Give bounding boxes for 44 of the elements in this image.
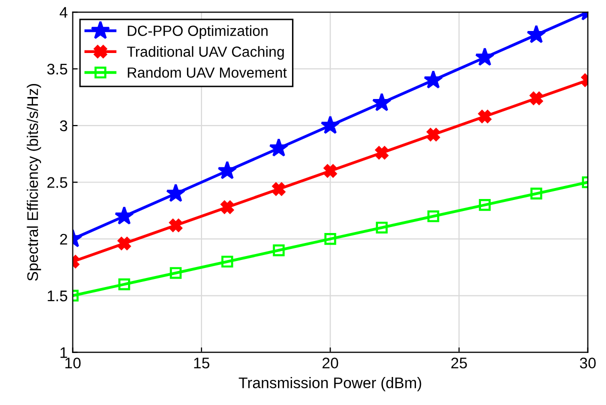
point xyxy=(478,110,492,124)
point xyxy=(114,206,134,225)
point xyxy=(220,200,234,214)
x-tick-label: 15 xyxy=(194,358,210,368)
point xyxy=(426,128,440,142)
y-tick-label: 1 xyxy=(60,347,68,358)
point xyxy=(221,256,234,268)
point xyxy=(424,70,443,89)
point xyxy=(530,92,543,105)
point xyxy=(320,115,340,134)
x-tick-label: 20 xyxy=(322,358,338,368)
point xyxy=(118,278,130,290)
point xyxy=(218,160,237,180)
point xyxy=(324,164,337,178)
y-axis-title: Spectral Efficiency (bits/s/Hz) xyxy=(26,84,42,281)
point xyxy=(372,92,392,112)
y-tick-label: 3.5 xyxy=(47,64,68,75)
legend-label: DC-PPO Optimization xyxy=(128,25,268,39)
legend-label: Traditional UAV Caching xyxy=(127,46,284,60)
x-tick-label: 30 xyxy=(580,358,596,368)
x-axis-title: Transmission Power (dBm) xyxy=(238,377,422,392)
y-tick-label: 3 xyxy=(60,120,68,132)
point xyxy=(324,233,336,245)
point xyxy=(530,188,542,200)
y-tick-label: 2 xyxy=(60,234,68,244)
y-tick-label: 4 xyxy=(60,7,68,18)
point xyxy=(272,244,285,256)
x-tick-label: 10 xyxy=(65,358,81,368)
legend-label: Random UAV Movement xyxy=(128,67,287,78)
point xyxy=(375,146,388,160)
point xyxy=(478,199,491,211)
point xyxy=(166,184,186,202)
point xyxy=(170,267,182,279)
point xyxy=(169,218,182,232)
point xyxy=(118,236,131,250)
point xyxy=(376,222,388,234)
point xyxy=(526,24,546,44)
point xyxy=(269,138,288,157)
x-tick-label: 25 xyxy=(451,358,467,368)
point xyxy=(475,47,494,66)
point xyxy=(272,182,286,196)
y-tick-label: 1.5 xyxy=(48,290,68,302)
point xyxy=(427,210,440,222)
y-tick-label: 2.5 xyxy=(47,177,68,188)
